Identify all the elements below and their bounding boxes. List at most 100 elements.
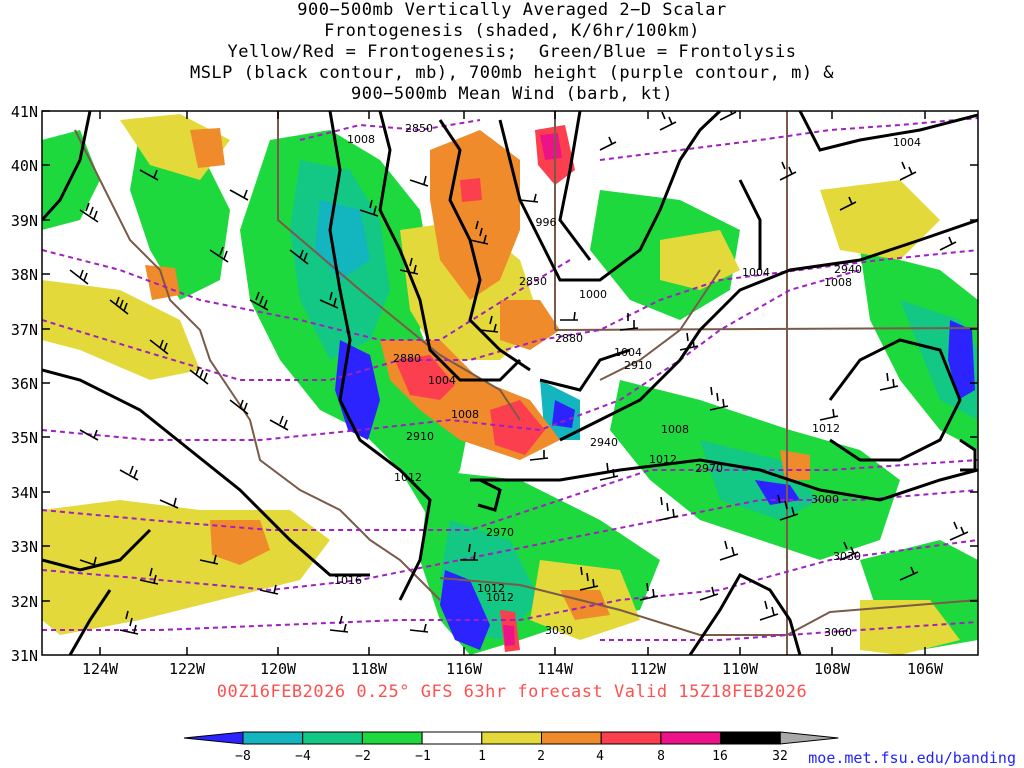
mslp-contour bbox=[378, 111, 522, 382]
frontogenesis-moderate bbox=[430, 130, 520, 300]
title-line-5: 900−500mb Mean Wind (barb, kt) bbox=[350, 84, 674, 104]
mslp-contour bbox=[42, 528, 152, 572]
lat-label: 36N bbox=[11, 375, 38, 393]
height-contour bbox=[299, 119, 481, 141]
colorbar-swatch bbox=[361, 731, 423, 745]
mslp-label: 1008 bbox=[347, 133, 375, 146]
height-labels: 2850 2850 2880 2880 2910 2910 2940 2970 … bbox=[393, 122, 862, 639]
colorbar-swatch bbox=[720, 731, 781, 745]
lon-label: 114W bbox=[537, 660, 574, 678]
latitude-axis: 41N 40N 39N 38N 37N 36N 35N 34N 33N 32N … bbox=[11, 103, 38, 665]
state-border-ca-nv bbox=[277, 111, 521, 421]
mslp-contour bbox=[539, 348, 631, 392]
lon-label: 112W bbox=[630, 660, 667, 678]
mslp-contour bbox=[828, 338, 962, 462]
mslp-label: 1012 bbox=[477, 582, 505, 595]
height-label: 2910 bbox=[624, 359, 652, 372]
lat-label: 40N bbox=[11, 157, 38, 175]
mslp-label: 1004 bbox=[428, 374, 456, 387]
lon-label: 122W bbox=[169, 660, 206, 678]
lat-label: 32N bbox=[11, 593, 38, 611]
colorbar-label: −2 bbox=[355, 749, 371, 764]
height-label: 2850 bbox=[405, 122, 433, 135]
colorbar-label: 8 bbox=[657, 749, 665, 764]
lat-label: 37N bbox=[11, 321, 38, 339]
colorbar-swatch bbox=[541, 731, 602, 745]
colorbar: −8 −4 −2 −1 1 2 4 8 16 32 bbox=[183, 731, 839, 764]
mslp-contour bbox=[688, 573, 802, 655]
colorbar-label: −8 bbox=[235, 749, 251, 764]
colorbar-swatches bbox=[183, 731, 839, 745]
mslp-label: 1000 bbox=[579, 288, 607, 301]
mslp-contour bbox=[42, 111, 92, 222]
mslp-contour bbox=[498, 111, 722, 282]
lat-label: 34N bbox=[11, 484, 38, 502]
frontogenesis-area bbox=[660, 230, 740, 290]
title-line-4: MSLP (black contour, mb), 700mb height (… bbox=[189, 63, 835, 83]
mslp-label: 1004 bbox=[893, 136, 921, 149]
frontogenesis-moderate bbox=[500, 300, 560, 350]
lon-label: 106W bbox=[907, 660, 944, 678]
mslp-label: 1016 bbox=[334, 574, 362, 587]
colorbar-swatch bbox=[600, 731, 662, 745]
frontogenesis-moderate bbox=[210, 520, 270, 565]
mslp-contour bbox=[959, 438, 977, 472]
mslp-labels: 1008 996 1000 1004 1008 1012 1004 1012 1… bbox=[334, 133, 921, 604]
colorbar-label: −1 bbox=[415, 749, 431, 764]
mslp-contour bbox=[559, 218, 978, 442]
frontogenesis-moderate bbox=[145, 265, 180, 300]
colorbar-label: 2 bbox=[537, 749, 545, 764]
mslp-label: 1012 bbox=[649, 453, 677, 466]
lon-label: 116W bbox=[446, 660, 483, 678]
colorbar-labels: −8 −4 −2 −1 1 2 4 8 16 32 bbox=[235, 749, 788, 764]
lat-label: 31N bbox=[11, 647, 38, 665]
colorbar-label: 32 bbox=[772, 749, 788, 764]
frontogenesis-max bbox=[503, 625, 515, 646]
wind-barbs bbox=[69, 111, 969, 635]
height-label: 2970 bbox=[486, 526, 514, 539]
credit-link[interactable]: moe.met.fsu.edu/banding bbox=[808, 749, 1016, 767]
frontogenesis-moderate bbox=[780, 450, 810, 480]
mslp-label: 1004 bbox=[742, 266, 770, 279]
chart-title: 900−500mb Vertically Averaged 2−D Scalar… bbox=[0, 0, 1024, 105]
title-line-1: 900−500mb Vertically Averaged 2−D Scalar bbox=[297, 0, 727, 20]
mslp-contour bbox=[42, 368, 370, 577]
forecast-valid-line: 00Z16FEB2026 0.25° GFS 63hr forecast Val… bbox=[216, 682, 808, 702]
lon-label: 120W bbox=[260, 660, 297, 678]
colorbar-swatch bbox=[481, 731, 542, 745]
mslp-contour bbox=[738, 179, 762, 270]
border-mexico bbox=[439, 577, 978, 636]
colorbar-swatch bbox=[242, 731, 304, 745]
colorbar-swatch bbox=[183, 731, 244, 745]
height-label: 3030 bbox=[833, 550, 861, 563]
frontolysis-max bbox=[552, 400, 575, 428]
map-plot-area: 1008 996 1000 1004 1008 1012 1004 1012 1… bbox=[42, 111, 978, 655]
mslp-label: 996 bbox=[536, 216, 557, 229]
colorbar-swatch bbox=[421, 731, 483, 745]
lat-label: 38N bbox=[11, 266, 38, 284]
height-label: 3060 bbox=[824, 626, 852, 639]
height-label: 3000 bbox=[811, 493, 839, 506]
colorbar-label: 1 bbox=[478, 749, 486, 764]
frontogenesis-strong bbox=[460, 178, 482, 202]
height-contour bbox=[42, 489, 978, 592]
mslp-contour bbox=[477, 478, 502, 512]
height-label: 2910 bbox=[406, 430, 434, 443]
height-contour bbox=[42, 539, 978, 631]
height-label: 2880 bbox=[555, 332, 583, 345]
longitude-ticks bbox=[99, 111, 926, 655]
height-contour bbox=[599, 117, 978, 161]
colorbar-swatch bbox=[779, 731, 839, 745]
mslp-contours bbox=[42, 111, 978, 655]
height-label: 2970 bbox=[695, 462, 723, 475]
height-label: 2850 bbox=[519, 275, 547, 288]
colorbar-label: 4 bbox=[596, 749, 604, 764]
mslp-label: 1008 bbox=[661, 423, 689, 436]
height-label: 2940 bbox=[590, 436, 618, 449]
geographic-boundaries bbox=[74, 111, 978, 655]
mslp-label: 1012 bbox=[486, 591, 514, 604]
longitude-axis: 124W 122W 120W 118W 116W 114W 112W 110W … bbox=[82, 660, 944, 678]
frontogenesis-area bbox=[42, 280, 200, 380]
lon-label: 110W bbox=[722, 660, 759, 678]
